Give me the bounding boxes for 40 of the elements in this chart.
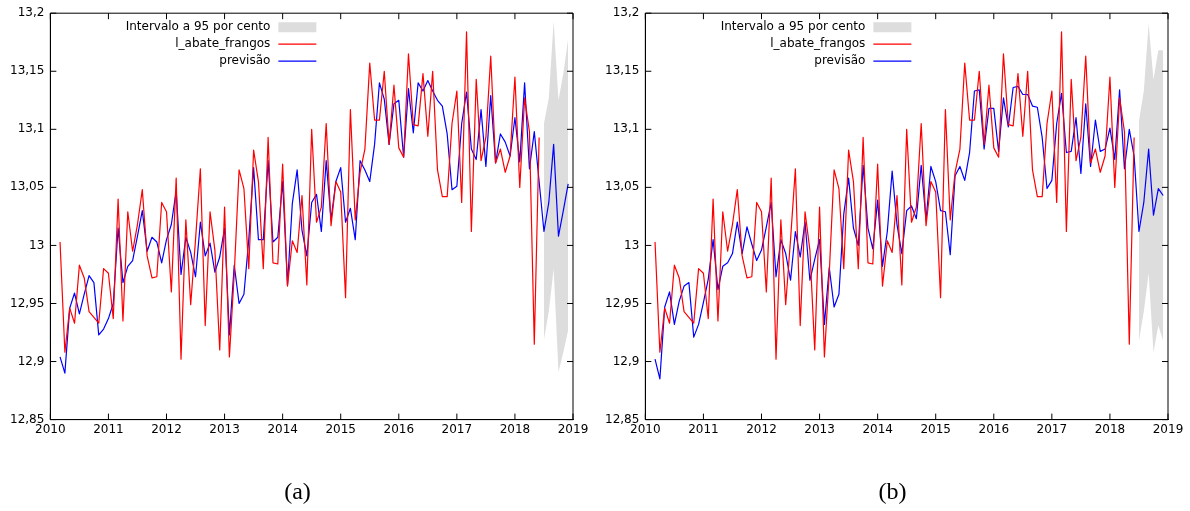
y-tick-label: 13,15 [604, 63, 640, 78]
y-tick-label: 12,9 [612, 353, 640, 368]
legend-label: Intervalo a 95 por cento [720, 19, 866, 34]
y-tick-label: 12,95 [604, 295, 640, 310]
x-tick-label: 2016 [383, 421, 415, 436]
x-tick-label: 2015 [920, 421, 951, 436]
x-tick-label: 2019 [557, 421, 589, 436]
x-tick-label: 2013 [209, 421, 240, 436]
x-tick-label: 2016 [978, 421, 1010, 436]
y-tick-label: 13,05 [9, 179, 45, 194]
x-tick-label: 2018 [1094, 421, 1126, 436]
x-tick-label: 2018 [499, 421, 531, 436]
x-tick-label: 2013 [804, 421, 835, 436]
x-tick-label: 2014 [862, 421, 893, 436]
x-tick-label: 2011 [688, 421, 719, 436]
x-tick-label: 2012 [151, 421, 182, 436]
y-tick-label: 13,2 [17, 5, 45, 20]
y-tick-label: 13,2 [612, 5, 640, 20]
text: (b) [877, 478, 908, 505]
y-tick-label: 13 [29, 237, 45, 252]
y-tick-label: 13,05 [604, 179, 640, 194]
legend-label: previsão [219, 53, 271, 68]
x-tick-label: 2012 [746, 421, 777, 436]
x-tick-label: 2014 [267, 421, 298, 436]
x-tick-label: 2011 [93, 421, 124, 436]
legend-label: l_abate_frangos [770, 36, 866, 51]
y-tick-label: 13,1 [612, 121, 640, 136]
legend-label: previsão [814, 53, 866, 68]
y-tick-label: 13,15 [9, 63, 45, 78]
y-tick-label: 12,9 [17, 353, 45, 368]
y-tick-label: 13 [624, 237, 640, 252]
x-tick-label: 2019 [1152, 421, 1184, 436]
y-tick-label: 12,95 [9, 295, 45, 310]
x-tick-label: 2017 [1036, 421, 1068, 436]
legend-label: l_abate_frangos [175, 36, 271, 51]
x-tick-label: 2017 [441, 421, 473, 436]
text: (a) [283, 478, 312, 505]
legend-label: Intervalo a 95 por cento [125, 19, 271, 34]
y-tick-label: 13,1 [17, 121, 45, 136]
x-tick-label: 2015 [325, 421, 356, 436]
